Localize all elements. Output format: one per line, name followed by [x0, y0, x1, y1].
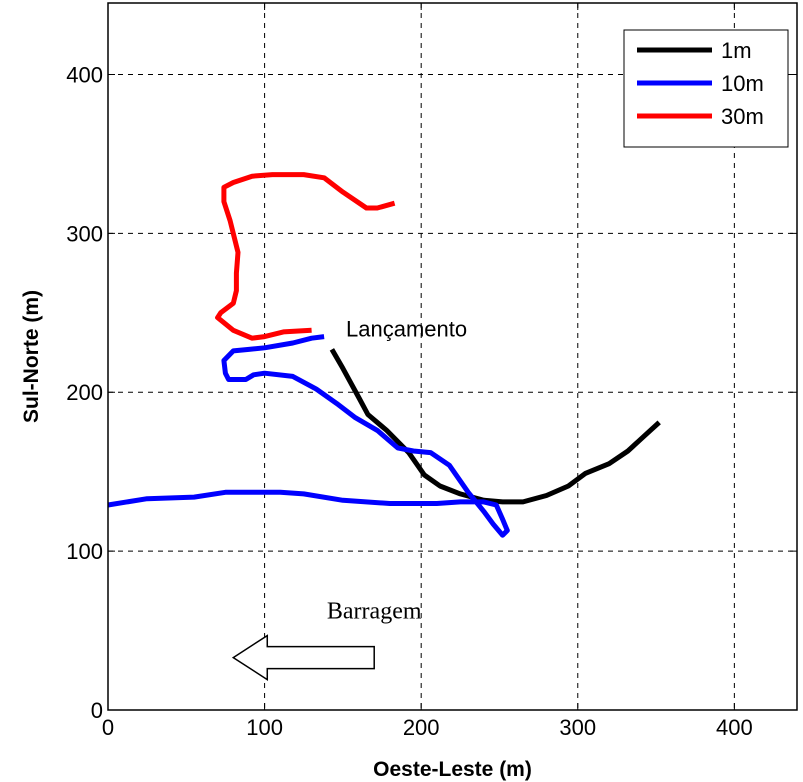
- legend-label-10m: 10m: [721, 71, 764, 96]
- tick-labels: 0 100 200 300 400 0 100 200 300 400: [66, 62, 752, 740]
- series-lines: [107, 172, 661, 538]
- legend-label-30m: 30m: [721, 104, 764, 129]
- y-axis-label: Sul-Norte (m): [20, 290, 43, 423]
- y-tick-label: 300: [66, 221, 103, 246]
- axis-ticks: [107, 3, 797, 711]
- x-tick-label: 100: [246, 715, 283, 740]
- legend: 1m 10m 30m: [623, 29, 789, 148]
- x-tick-label: 400: [716, 715, 753, 740]
- series-line-30m: [215, 172, 396, 341]
- barragem-label: Barragem: [327, 599, 422, 625]
- series-line-1m: [329, 348, 661, 505]
- legend-label-1m: 1m: [721, 38, 752, 63]
- annotations: Barragem Lançamento: [231, 317, 467, 681]
- x-tick-label: 200: [403, 715, 440, 740]
- y-tick-label: 0: [91, 698, 103, 723]
- y-tick-label: 400: [66, 62, 103, 87]
- series-line-10m: [107, 334, 510, 538]
- barragem-arrow: [231, 634, 375, 681]
- x-tick-label: 0: [102, 715, 114, 740]
- x-axis-label: Oeste-Leste (m): [373, 758, 532, 781]
- y-tick-label: 200: [66, 380, 103, 405]
- y-tick-label: 100: [66, 539, 103, 564]
- x-tick-label: 300: [559, 715, 596, 740]
- lancamento-label: Lançamento: [346, 317, 467, 342]
- plot-frame: [107, 2, 798, 711]
